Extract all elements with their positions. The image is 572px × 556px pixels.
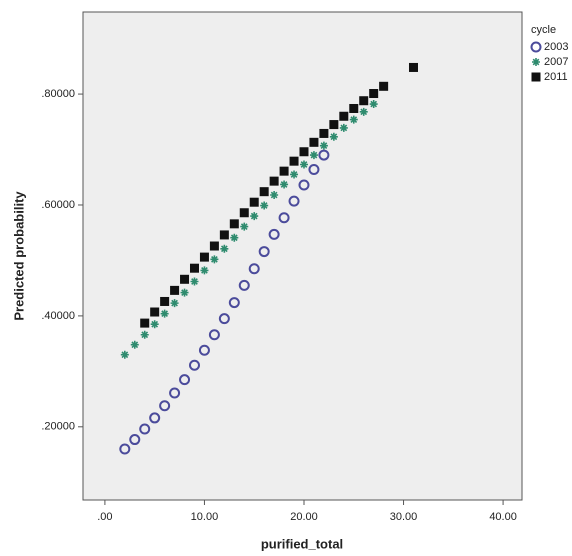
point: [230, 233, 239, 242]
point: [159, 400, 171, 412]
x-tick-label: .00: [97, 511, 112, 523]
point: [280, 180, 289, 189]
point: [198, 344, 210, 356]
point: [408, 62, 418, 72]
point: [218, 313, 230, 325]
point: [210, 255, 219, 264]
point: [319, 141, 328, 150]
plot-area: [82, 11, 523, 501]
point: [299, 147, 309, 157]
point: [290, 170, 299, 179]
point: [260, 201, 269, 210]
point: [200, 266, 209, 275]
point: [329, 132, 338, 141]
y-axis-title: Predicted probability: [11, 191, 26, 321]
point: [299, 160, 308, 169]
point: [369, 89, 379, 99]
point: [268, 228, 280, 240]
point: [318, 149, 330, 161]
y-tick-label: .20000: [41, 421, 75, 433]
point: [319, 128, 329, 138]
point: [199, 252, 209, 262]
point: [150, 320, 159, 329]
point: [188, 359, 200, 371]
point: [250, 212, 259, 221]
x-axis-title: purified_total: [261, 536, 343, 551]
point: [170, 285, 180, 295]
point: [150, 307, 160, 317]
point: [219, 230, 229, 240]
point: [129, 434, 141, 446]
point: [140, 330, 149, 339]
point: [238, 279, 250, 291]
point: [359, 107, 368, 116]
point: [179, 374, 191, 386]
legend-marker: [531, 72, 541, 82]
point: [139, 423, 151, 435]
point: [278, 212, 290, 224]
point: [130, 340, 139, 349]
point: [160, 296, 170, 306]
point: [120, 350, 129, 359]
point: [209, 241, 219, 251]
point: [240, 222, 249, 231]
point: [329, 120, 339, 130]
point: [270, 191, 279, 199]
point: [308, 163, 320, 175]
point: [228, 297, 240, 309]
point: [170, 299, 179, 308]
legend-label: 2011: [544, 71, 568, 83]
point: [298, 179, 310, 191]
point: [149, 412, 161, 424]
point: [269, 176, 279, 186]
legend-label: 2003: [544, 41, 568, 53]
legend-title: cycle: [531, 24, 556, 36]
point: [229, 219, 239, 229]
point: [189, 263, 199, 273]
point: [349, 103, 359, 113]
x-tick-label: 10.00: [191, 511, 219, 523]
x-tick-label: 30.00: [390, 511, 418, 523]
point: [180, 274, 190, 284]
y-tick-label: .60000: [41, 199, 75, 211]
point: [349, 115, 358, 124]
point: [279, 166, 289, 176]
legend-marker: [532, 58, 540, 66]
point: [190, 277, 199, 286]
point: [309, 137, 319, 147]
x-tick-label: 40.00: [489, 511, 517, 523]
point: [140, 318, 150, 328]
point: [160, 309, 169, 318]
point: [220, 244, 229, 253]
legend-marker: [530, 41, 542, 53]
point: [288, 195, 300, 207]
point: [289, 156, 299, 166]
point: [248, 263, 260, 275]
point: [339, 111, 349, 121]
point: [339, 123, 348, 132]
y-tick-label: .40000: [41, 310, 75, 322]
point: [239, 208, 249, 218]
point: [369, 100, 378, 109]
point: [180, 288, 189, 297]
point: [259, 187, 269, 197]
point: [309, 151, 318, 160]
point: [208, 329, 220, 341]
y-tick-label: .80000: [41, 88, 75, 100]
point: [169, 387, 181, 399]
point: [119, 443, 131, 455]
point: [359, 96, 369, 106]
point: [249, 197, 259, 207]
point: [258, 246, 270, 258]
x-tick-label: 20.00: [290, 511, 318, 523]
legend-label: 2007: [544, 56, 568, 68]
point: [379, 81, 389, 91]
